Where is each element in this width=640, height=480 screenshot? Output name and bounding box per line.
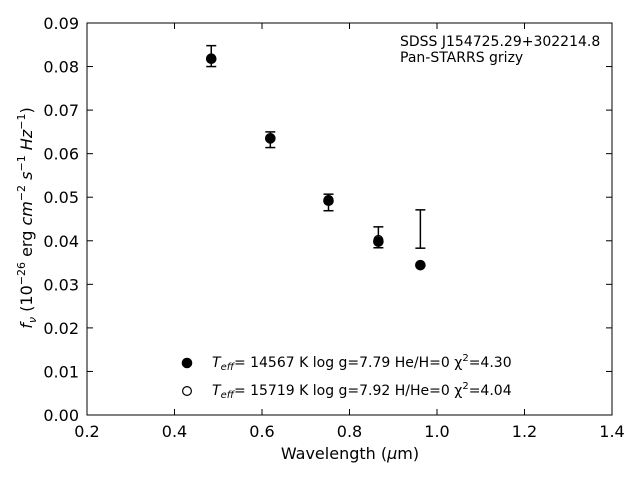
x-axis-title: Wavelength (μm) bbox=[281, 444, 419, 463]
legend: Teff= 14567 K log g=7.79 He/H=0 χ2=4.30 … bbox=[181, 353, 512, 401]
y-tick-label: 0.05 bbox=[43, 188, 79, 207]
y-tick-label: 0.07 bbox=[43, 101, 79, 120]
x-tick-label: 0.4 bbox=[162, 422, 187, 441]
y-tick-label: 0.00 bbox=[43, 406, 79, 425]
y-tick-label: 0.03 bbox=[43, 275, 79, 294]
legend-label-2-chi: =4.04 bbox=[469, 383, 512, 399]
y-tick-label: 0.09 bbox=[43, 14, 79, 33]
point-model-h-he bbox=[265, 132, 276, 143]
point-model-he-h bbox=[415, 259, 426, 271]
point-model-h-he bbox=[373, 234, 384, 245]
tick-labels: 0.2 0.4 0.6 0.8 1.0 1.2 1.4 0.00 0.01 0.02 0.03 0.0… bbox=[43, 14, 624, 441]
point-model-h-he bbox=[323, 194, 334, 205]
plot-frame bbox=[86, 22, 613, 416]
legend-marker-filled bbox=[181, 357, 193, 369]
legend-label-1-value: = 14567 K log g=7.79 He/H=0 χ bbox=[234, 355, 462, 371]
y-axis-title: fν (10−26 erg cm−2 s−1 Hz−1) bbox=[15, 107, 39, 328]
x-tick-label: 1.2 bbox=[512, 422, 537, 441]
x-tick-label: 0.2 bbox=[74, 422, 99, 441]
x-tick-label: 1.4 bbox=[599, 422, 624, 441]
x-tick-label: 0.8 bbox=[337, 422, 362, 441]
legend-marker-open bbox=[182, 386, 193, 397]
legend-label-1-chi: =4.30 bbox=[469, 355, 512, 371]
point-model-h-he bbox=[206, 53, 217, 64]
y-tick-label: 0.08 bbox=[43, 58, 79, 77]
legend-label-1: Teff= 14567 K log g=7.79 He/H=0 χ2=4.30 bbox=[212, 353, 512, 373]
x-tick-label: 1.0 bbox=[424, 422, 449, 441]
y-tick-label: 0.04 bbox=[43, 232, 79, 251]
legend-label-2: Teff= 15719 K log g=7.92 H/He=0 χ2=4.04 bbox=[212, 381, 512, 401]
legend-label-2-value: = 15719 K log g=7.92 H/He=0 χ bbox=[234, 383, 462, 399]
y-tick-label: 0.01 bbox=[43, 362, 79, 381]
annotation-survey: Pan-STARRS grizy bbox=[400, 50, 523, 66]
annotation-object-name: SDSS J154725.29+302214.8 bbox=[400, 34, 600, 50]
y-tick-label: 0.02 bbox=[43, 319, 79, 338]
y-tick-label: 0.06 bbox=[43, 145, 79, 164]
x-tick-label: 0.6 bbox=[249, 422, 274, 441]
data-markers bbox=[205, 53, 426, 271]
point-model-he-h bbox=[373, 236, 384, 247]
